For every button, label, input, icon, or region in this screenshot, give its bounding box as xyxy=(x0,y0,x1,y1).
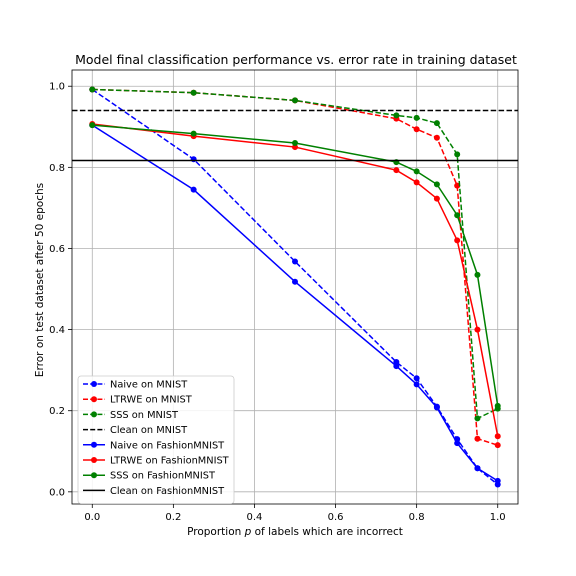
point-sss-on-fashionmnist xyxy=(413,168,420,175)
point-ltrwe-on-fashionmnist xyxy=(433,195,440,202)
point-ltrwe-on-fashionmnist xyxy=(474,326,481,333)
x-tick-label: 0.2 xyxy=(165,512,181,523)
point-sss-on-fashionmnist xyxy=(433,181,440,188)
point-ltrwe-on-fashionmnist xyxy=(454,237,461,244)
legend-item-ltrwe-on-mnist: LTRWE on MNIST xyxy=(83,395,193,406)
plot-frame xyxy=(71,69,519,505)
series-layer xyxy=(72,86,518,488)
point-naive-on-fashionmnist xyxy=(413,381,420,388)
chart-title: Model final classification performance v… xyxy=(75,52,517,67)
y-tick-label: 0.2 xyxy=(49,406,65,417)
series-sss-on-mnist xyxy=(89,86,501,422)
point-naive-on-fashionmnist xyxy=(494,477,501,484)
y-tick-label: 1.0 xyxy=(49,82,65,93)
legend-marker xyxy=(91,411,97,418)
point-sss-on-mnist xyxy=(413,114,420,121)
legend-label: Naive on MNIST xyxy=(110,380,188,391)
legend-item-sss-on-fashionmnist: SSS on FashionMNIST xyxy=(83,471,216,482)
point-naive-on-fashionmnist xyxy=(190,186,197,193)
point-naive-on-fashionmnist xyxy=(393,363,400,370)
point-sss-on-mnist xyxy=(474,415,481,422)
point-ltrwe-on-fashionmnist xyxy=(393,167,400,174)
point-ltrwe-on-mnist xyxy=(413,126,420,133)
legend-label: Clean on FashionMNIST xyxy=(110,486,225,497)
legend-label: SSS on FashionMNIST xyxy=(110,471,216,482)
legend-marker xyxy=(91,441,97,448)
point-ltrwe-on-mnist xyxy=(433,134,440,141)
series-sss-on-fashionmnist xyxy=(89,122,501,409)
legend-item-ltrwe-on-fashionmnist: LTRWE on FashionMNIST xyxy=(83,456,230,467)
point-sss-on-fashionmnist xyxy=(292,140,298,147)
point-sss-on-mnist xyxy=(454,151,461,158)
point-naive-on-mnist xyxy=(413,375,420,382)
y-axis-label: Error on test dataset after 50 epochs xyxy=(34,183,46,377)
legend-box xyxy=(77,375,235,504)
point-ltrwe-on-mnist xyxy=(454,182,461,189)
series-ltrwe-on-fashionmnist xyxy=(89,120,501,440)
x-tick-label: 1.0 xyxy=(490,512,506,523)
y-tick-label: 0.6 xyxy=(49,244,65,255)
legend-marker xyxy=(91,472,97,479)
point-sss-on-fashionmnist xyxy=(89,122,96,129)
series-naive-on-fashionmnist xyxy=(89,122,501,484)
point-sss-on-fashionmnist xyxy=(474,271,481,278)
x-tick-label: 0.0 xyxy=(84,512,100,523)
legend-item-naive-on-fashionmnist: Naive on FashionMNIST xyxy=(83,440,225,451)
point-sss-on-mnist xyxy=(89,86,96,93)
point-sss-on-mnist xyxy=(190,89,197,96)
point-naive-on-mnist xyxy=(190,156,197,163)
y-axis-ticks: 0.0 0.2 0.4 0.6 0.8 1.0 xyxy=(49,82,72,498)
y-tick-label: 0.0 xyxy=(49,487,65,498)
point-sss-on-mnist xyxy=(433,120,440,127)
x-tick-label: 0.8 xyxy=(409,512,425,523)
point-naive-on-fashionmnist xyxy=(454,440,461,447)
point-ltrwe-on-fashionmnist xyxy=(413,179,420,186)
point-sss-on-mnist xyxy=(292,97,298,104)
x-axis-label: Proportion p of labels which are incorre… xyxy=(187,526,403,538)
x-tick-label: 0.4 xyxy=(247,512,263,523)
y-tick-label: 0.4 xyxy=(49,325,65,336)
x-axis-ticks: 0.0 0.2 0.4 0.6 0.8 1.0 xyxy=(84,504,506,523)
legend-marker xyxy=(91,396,97,403)
legend-item-naive-on-mnist: Naive on MNIST xyxy=(83,380,188,391)
legend-marker xyxy=(91,381,97,387)
legend-label: LTRWE on MNIST xyxy=(110,395,193,406)
x-tick-label: 0.6 xyxy=(328,512,344,523)
point-naive-on-fashionmnist xyxy=(474,465,481,472)
point-naive-on-fashionmnist xyxy=(292,278,298,285)
legend-label: Naive on FashionMNIST xyxy=(110,440,225,451)
point-sss-on-fashionmnist xyxy=(454,212,461,219)
point-ltrwe-on-mnist xyxy=(474,435,481,442)
y-tick-label: 0.8 xyxy=(49,163,65,174)
point-sss-on-mnist xyxy=(393,112,400,119)
legend-label: Clean on MNIST xyxy=(110,425,188,436)
point-naive-on-mnist xyxy=(292,258,298,265)
legend-item-sss-on-mnist: SSS on MNIST xyxy=(83,410,179,421)
legend-item-clean-on-mnist: Clean on MNIST xyxy=(83,425,188,436)
legend: Naive on MNIST LTRWE on MNIST SSS on MNIST… xyxy=(77,375,235,504)
point-sss-on-fashionmnist xyxy=(190,130,197,137)
legend-label: LTRWE on FashionMNIST xyxy=(110,456,230,467)
legend-label: SSS on MNIST xyxy=(110,410,179,421)
point-ltrwe-on-fashionmnist xyxy=(494,433,501,440)
point-naive-on-fashionmnist xyxy=(433,404,440,411)
point-ltrwe-on-mnist xyxy=(494,442,501,449)
legend-marker xyxy=(91,457,97,463)
legend-item-clean-on-fashionmnist: Clean on FashionMNIST xyxy=(83,486,225,497)
point-sss-on-fashionmnist xyxy=(494,402,501,409)
